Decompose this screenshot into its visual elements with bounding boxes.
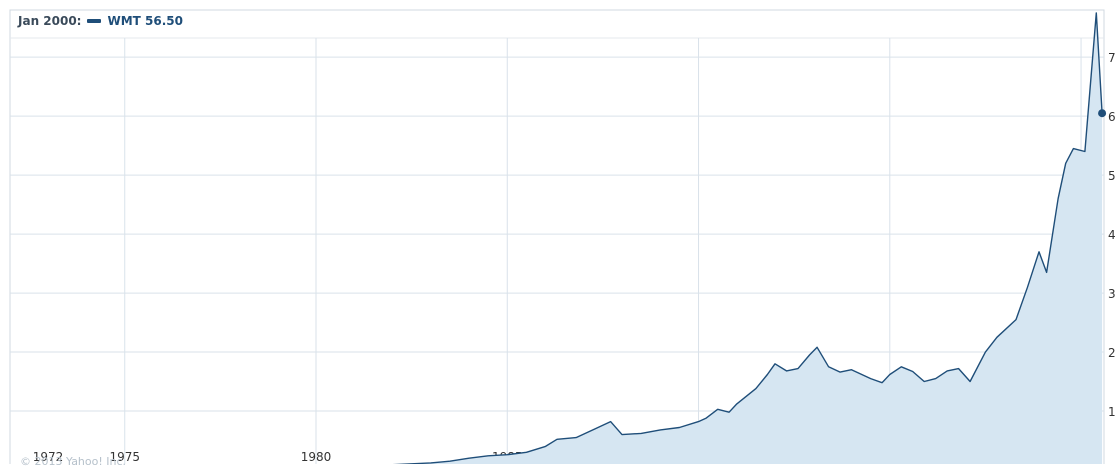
- x-tick-label: 1972: [33, 450, 64, 464]
- copyright-watermark: © 2013 Yahoo! Inc.: [20, 455, 127, 468]
- series-line: [318, 12, 1103, 468]
- y-tick-label: 7: [1108, 51, 1116, 65]
- series-area: [334, 12, 1103, 468]
- legend: Jan 2000: WMT 56.50: [18, 14, 183, 28]
- y-tick-label: 4: [1108, 228, 1116, 242]
- x-tick-label: 1975: [109, 450, 140, 464]
- legend-series-swatch: [87, 19, 102, 23]
- y-tick-label: 6: [1108, 110, 1116, 124]
- x-tick-label: 1980: [301, 450, 332, 464]
- last-point-marker: [1098, 109, 1107, 118]
- y-tick-label: 1: [1108, 405, 1116, 419]
- legend-date: Jan 2000:: [18, 14, 82, 28]
- y-tick-label: 2: [1108, 346, 1116, 360]
- y-tick-label: 3: [1108, 287, 1116, 301]
- legend-series-label: WMT 56.50: [107, 14, 183, 28]
- y-tick-label: 5: [1108, 169, 1116, 183]
